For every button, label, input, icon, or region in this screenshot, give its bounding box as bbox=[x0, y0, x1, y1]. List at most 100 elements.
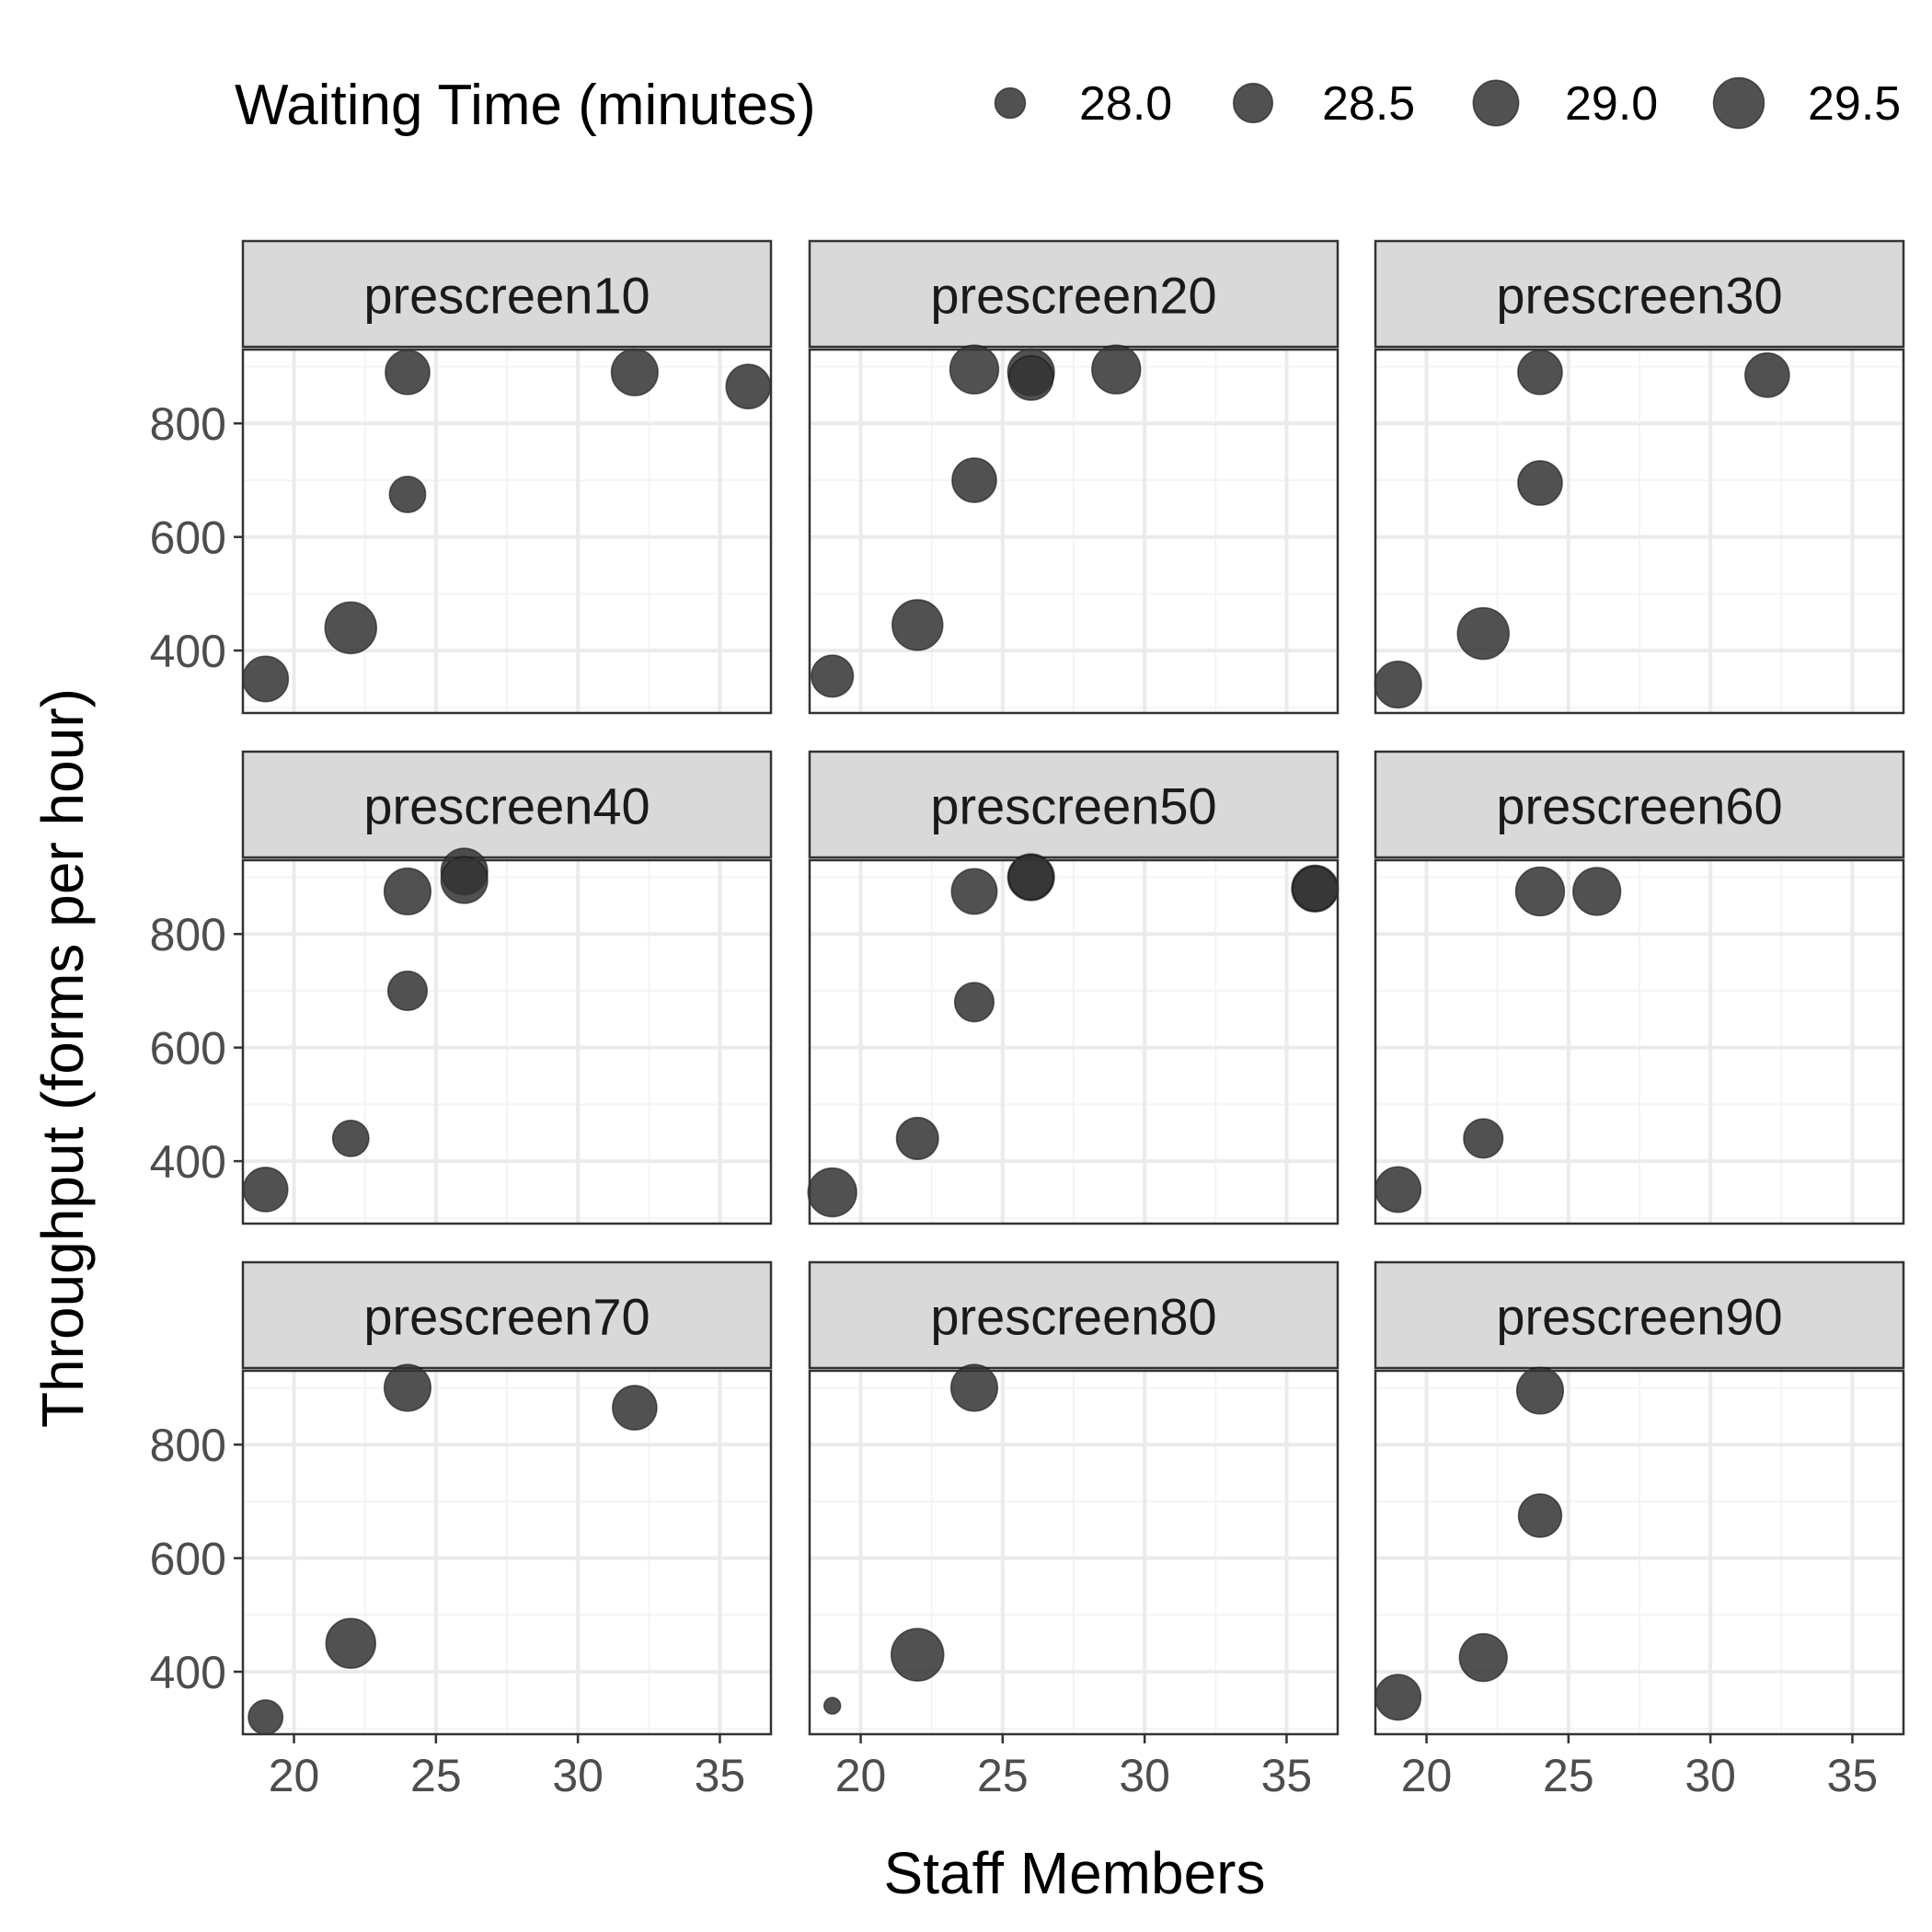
facet-panel-prescreen20: prescreen20 bbox=[808, 239, 1340, 715]
data-point bbox=[385, 349, 431, 396]
data-point bbox=[949, 1363, 999, 1412]
facet-strip bbox=[241, 239, 773, 349]
legend-key-symbol bbox=[994, 86, 1027, 120]
panel-border bbox=[241, 1369, 773, 1736]
data-point bbox=[1514, 866, 1566, 917]
x-tick-label: 25 bbox=[977, 1750, 1029, 1801]
facet-panel-prescreen30: prescreen30 bbox=[1374, 239, 1905, 715]
facet-strip-label: prescreen20 bbox=[930, 267, 1216, 325]
y-tick-label: 800 bbox=[150, 909, 226, 960]
facet-panel-prescreen50: prescreen50 bbox=[807, 750, 1340, 1225]
data-point bbox=[383, 1363, 432, 1412]
data-point bbox=[242, 1167, 289, 1213]
data-point bbox=[1374, 1166, 1422, 1213]
legend-key-label: 28.5 bbox=[1322, 77, 1415, 131]
facet-panel-prescreen60: prescreen60 bbox=[1374, 750, 1905, 1225]
x-axis-title: Staff Members bbox=[884, 1840, 1266, 1906]
data-point bbox=[811, 654, 855, 698]
y-tick-label: 400 bbox=[150, 626, 226, 677]
data-point bbox=[1374, 661, 1422, 709]
y-tick-label: 800 bbox=[150, 398, 226, 450]
facet-panels: prescreen10 400 600 800 prescreen20 prescreen… bbox=[150, 239, 1905, 1801]
data-point bbox=[1292, 865, 1339, 912]
legend: Waiting Time (minutes) 28.0 28.5 29.0 29.5 bbox=[235, 74, 1901, 137]
facet-strip bbox=[241, 750, 773, 859]
legend-key-symbol bbox=[1712, 76, 1765, 130]
data-point bbox=[247, 1698, 284, 1735]
x-tick-label: 35 bbox=[695, 1750, 746, 1801]
x-tick-label: 20 bbox=[1401, 1750, 1453, 1801]
x-tick-label: 25 bbox=[410, 1750, 462, 1801]
facet-strip-label: prescreen30 bbox=[1496, 267, 1782, 325]
facet-strip-label: prescreen80 bbox=[930, 1288, 1216, 1346]
y-tick-label: 600 bbox=[150, 1534, 226, 1585]
data-point bbox=[324, 601, 378, 655]
data-point bbox=[1744, 351, 1790, 398]
data-point bbox=[891, 599, 944, 651]
data-point bbox=[610, 348, 659, 397]
y-axis-title: Throughput (forms per hour) bbox=[29, 688, 96, 1428]
data-point bbox=[807, 1167, 857, 1218]
facet-strip-label: prescreen10 bbox=[363, 267, 650, 325]
x-tick-label: 30 bbox=[552, 1750, 604, 1801]
data-point bbox=[1007, 854, 1054, 901]
data-point bbox=[1463, 1118, 1504, 1159]
facet-strip bbox=[1374, 750, 1905, 859]
data-point bbox=[242, 655, 290, 703]
x-tick-label: 20 bbox=[269, 1750, 320, 1801]
facet-strip bbox=[808, 1260, 1340, 1370]
facet-strip bbox=[1374, 239, 1905, 349]
facet-strip-label: prescreen60 bbox=[1496, 777, 1782, 835]
data-point bbox=[1517, 349, 1563, 396]
y-tick-label: 800 bbox=[150, 1420, 226, 1471]
panel-border bbox=[241, 858, 773, 1225]
facet-strip bbox=[808, 750, 1340, 859]
facet-strip bbox=[808, 239, 1340, 349]
facet-strip-label: prescreen90 bbox=[1496, 1288, 1782, 1346]
panel-border bbox=[808, 1369, 1340, 1736]
facet-strip bbox=[241, 1260, 773, 1370]
data-point bbox=[891, 1627, 945, 1682]
data-point bbox=[949, 344, 1000, 395]
facet-strip-label: prescreen50 bbox=[930, 777, 1216, 835]
facet-panel-prescreen80: prescreen80 20 25 30 35 bbox=[808, 1260, 1340, 1801]
data-point bbox=[612, 1385, 658, 1431]
data-point bbox=[1517, 460, 1563, 506]
data-point bbox=[895, 1116, 939, 1160]
data-point bbox=[383, 867, 432, 916]
legend-title: Waiting Time (minutes) bbox=[235, 74, 816, 137]
panel-border bbox=[1374, 1369, 1905, 1736]
x-tick-label: 25 bbox=[1543, 1750, 1594, 1801]
facet-panel-prescreen10: prescreen10 400 600 800 bbox=[150, 239, 773, 715]
x-tick-label: 20 bbox=[835, 1750, 887, 1801]
data-point bbox=[386, 970, 429, 1012]
data-point bbox=[331, 1119, 370, 1157]
data-point bbox=[1456, 606, 1511, 661]
legend-key-label: 29.0 bbox=[1565, 77, 1658, 131]
x-tick-label: 35 bbox=[1827, 1750, 1879, 1801]
x-tick-label: 30 bbox=[1685, 1750, 1736, 1801]
y-tick-label: 600 bbox=[150, 512, 226, 564]
data-point bbox=[725, 363, 772, 409]
panel-border bbox=[1374, 858, 1905, 1225]
y-tick-label: 600 bbox=[150, 1023, 226, 1075]
legend-key-symbol bbox=[1472, 79, 1520, 127]
legend-key-label: 29.5 bbox=[1808, 77, 1901, 131]
data-point bbox=[1374, 1673, 1422, 1721]
data-point bbox=[1007, 354, 1054, 401]
panel-border bbox=[1374, 348, 1905, 715]
y-tick-label: 400 bbox=[150, 1647, 226, 1698]
facet-panel-prescreen90: prescreen90 20 25 30 35 bbox=[1374, 1260, 1905, 1801]
data-point bbox=[1091, 344, 1142, 395]
facet-strip-label: prescreen40 bbox=[363, 777, 650, 835]
data-point bbox=[822, 1696, 842, 1715]
data-point bbox=[325, 1617, 377, 1669]
data-point bbox=[1572, 867, 1622, 916]
data-point bbox=[1515, 1366, 1565, 1415]
facet-strip-label: prescreen70 bbox=[363, 1288, 650, 1346]
facet-panel-prescreen40: prescreen40 400 600 800 bbox=[150, 750, 773, 1225]
x-tick-label: 30 bbox=[1119, 1750, 1170, 1801]
data-point bbox=[950, 868, 998, 915]
facet-panel-prescreen70: prescreen70 400 600 800 20 25 30 35 bbox=[150, 1260, 773, 1801]
